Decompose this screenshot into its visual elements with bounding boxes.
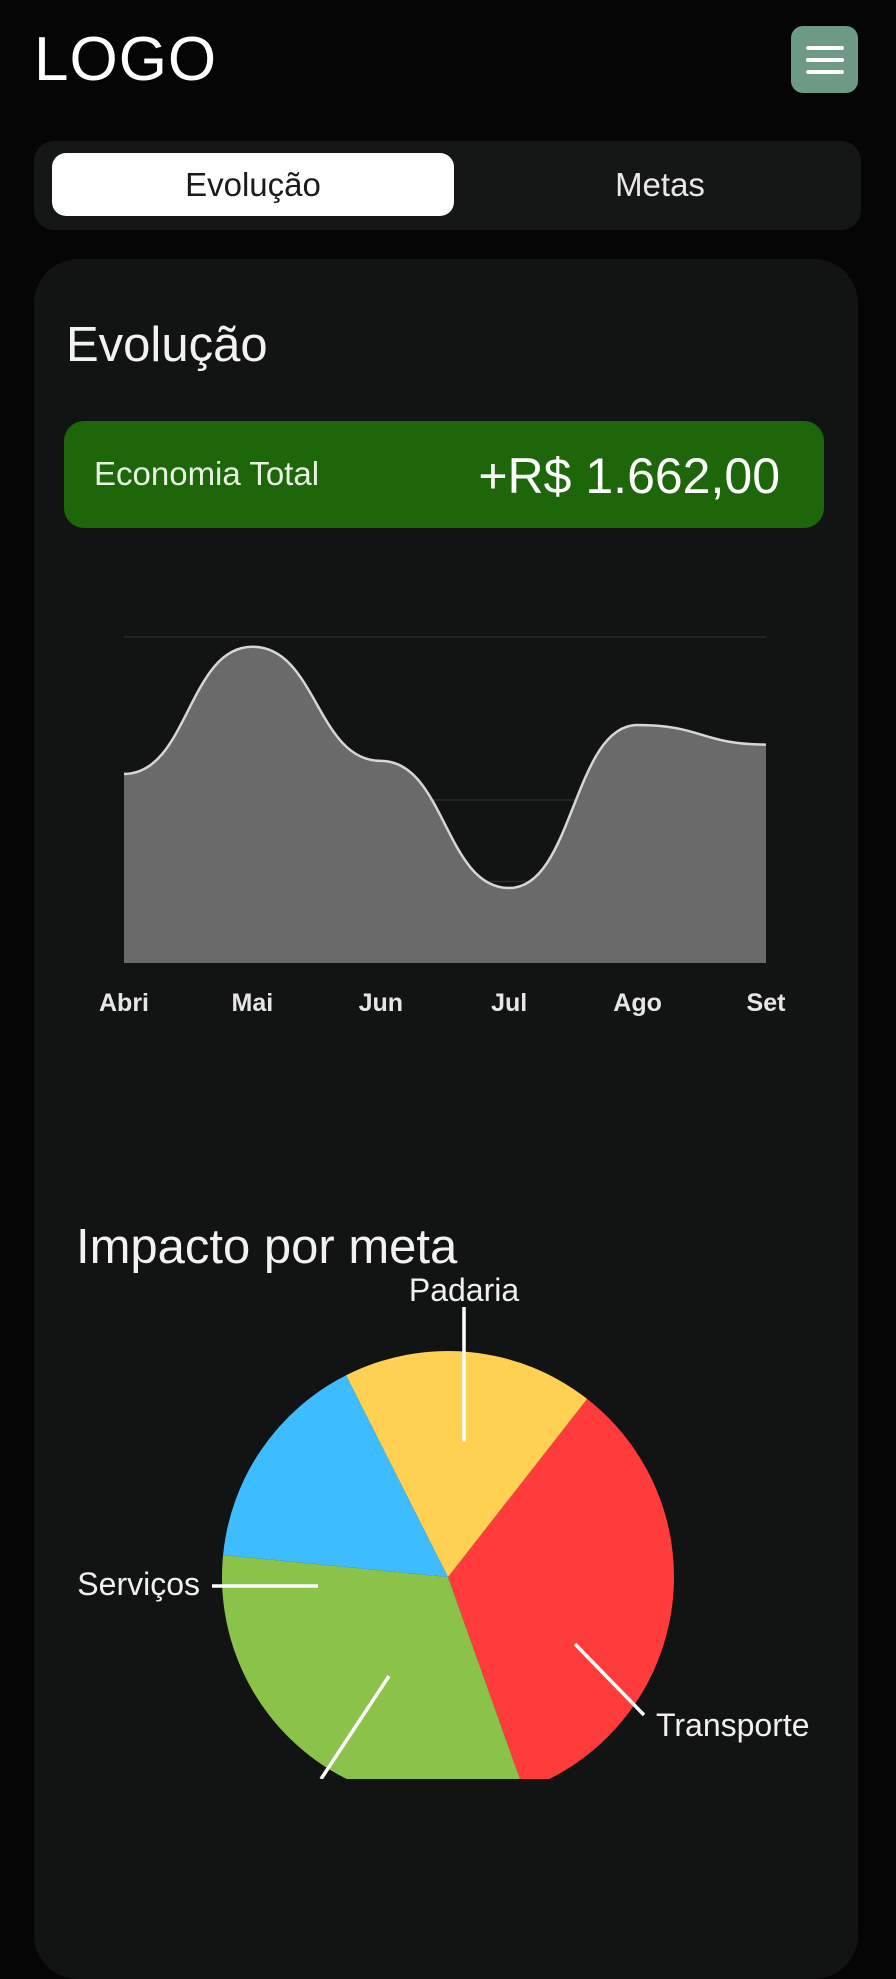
section-title-evolucao: Evolução bbox=[66, 318, 268, 372]
pie-label: Padaria bbox=[409, 1272, 520, 1308]
x-tick-label: Jul bbox=[491, 989, 527, 1017]
tab-switcher: Evolução Metas bbox=[34, 141, 861, 230]
menu-button[interactable] bbox=[791, 26, 858, 93]
hamburger-menu-icon-bar bbox=[805, 69, 844, 74]
pie-label-leader bbox=[573, 1642, 646, 1717]
x-tick-label: Jun bbox=[359, 989, 403, 1017]
pie-slice-padaria bbox=[448, 1398, 674, 1779]
pie-label-leader bbox=[319, 1675, 391, 1779]
impacto-pie-chart: PadariaTransporteComprasServiços bbox=[77, 1272, 810, 1779]
pie-label: Transporte bbox=[656, 1707, 810, 1743]
x-tick-label: Mai bbox=[232, 989, 274, 1017]
x-tick-label: Ago bbox=[613, 989, 662, 1017]
area-series-fill bbox=[124, 646, 766, 963]
pie-slice-transporte bbox=[222, 1554, 520, 1779]
tab-evolucao[interactable]: Evolução bbox=[52, 153, 454, 216]
x-tick-label: Set bbox=[747, 989, 787, 1017]
economia-total-box: Economia Total +R$ 1.662,00 bbox=[64, 421, 824, 528]
hamburger-menu-icon-bar bbox=[805, 57, 844, 62]
area-series-line bbox=[123, 645, 767, 890]
x-tick-label: Abri bbox=[99, 989, 149, 1017]
hamburger-menu-icon bbox=[805, 45, 844, 50]
pie-slice-serviços bbox=[346, 1351, 588, 1577]
evolucao-area-chart: Abri Mai Jun Jul Ago Set bbox=[99, 636, 787, 1017]
app-header: LOGO bbox=[0, 0, 896, 120]
pie-slice-compras bbox=[223, 1375, 448, 1577]
section-title-impacto: Impacto por meta bbox=[76, 1220, 458, 1274]
logo: LOGO bbox=[34, 25, 218, 94]
tab-metas[interactable]: Metas bbox=[615, 165, 705, 203]
economia-total-value: +R$ 1.662,00 bbox=[478, 448, 780, 504]
content-card: Evolução Economia Total +R$ 1.662,00 Abr… bbox=[34, 259, 858, 1979]
economia-total-label: Economia Total bbox=[94, 455, 320, 492]
pie-label: Serviços bbox=[77, 1566, 200, 1602]
